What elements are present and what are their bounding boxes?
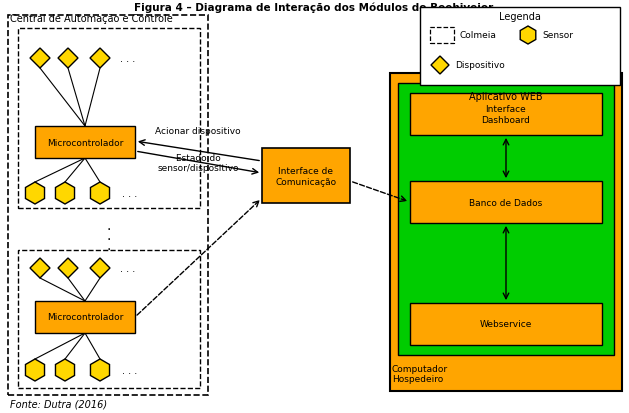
Text: Interface
Dashboard: Interface Dashboard bbox=[482, 105, 530, 124]
Text: Central de Automação e Controle: Central de Automação e Controle bbox=[10, 14, 173, 24]
Text: Interface de
Comunicação: Interface de Comunicação bbox=[276, 167, 337, 186]
Bar bbox=[35, 301, 135, 333]
Text: Colmeia: Colmeia bbox=[460, 31, 497, 40]
Bar bbox=[410, 303, 602, 345]
Text: Webservice: Webservice bbox=[480, 320, 532, 329]
Polygon shape bbox=[55, 183, 74, 204]
Bar bbox=[430, 28, 454, 44]
Text: Acionar dispositivo: Acionar dispositivo bbox=[155, 127, 241, 136]
Text: Aplicativo WEB: Aplicativo WEB bbox=[469, 92, 543, 102]
Bar bbox=[18, 29, 200, 209]
Polygon shape bbox=[58, 49, 78, 69]
Text: . . .: . . . bbox=[120, 263, 136, 273]
Polygon shape bbox=[90, 49, 110, 69]
Polygon shape bbox=[25, 359, 45, 381]
Bar bbox=[398, 84, 614, 355]
Polygon shape bbox=[520, 27, 536, 45]
Bar bbox=[8, 16, 208, 395]
Text: . . .: . . . bbox=[123, 365, 138, 375]
Bar bbox=[390, 74, 622, 391]
Text: Estado do
sensor/dispositivo: Estado do sensor/dispositivo bbox=[157, 154, 239, 173]
Polygon shape bbox=[90, 259, 110, 278]
Text: . . .: . . . bbox=[123, 189, 138, 199]
Polygon shape bbox=[91, 183, 109, 204]
Bar bbox=[420, 8, 620, 86]
Text: Microcontrolador: Microcontrolador bbox=[47, 138, 123, 147]
Text: Banco de Dados: Banco de Dados bbox=[469, 198, 543, 207]
Polygon shape bbox=[30, 49, 50, 69]
Text: Fonte: Dutra (2016): Fonte: Dutra (2016) bbox=[10, 399, 107, 409]
Text: Computador
Hospedeiro: Computador Hospedeiro bbox=[392, 364, 448, 383]
Text: Figura 4 – Diagrama de Interação dos Módulos do Beehiveior: Figura 4 – Diagrama de Interação dos Mód… bbox=[135, 2, 494, 12]
Text: Legenda: Legenda bbox=[499, 12, 541, 22]
Text: Dispositivo: Dispositivo bbox=[455, 62, 504, 70]
Text: .: . bbox=[107, 218, 111, 233]
Text: Microcontrolador: Microcontrolador bbox=[47, 313, 123, 322]
Bar bbox=[410, 94, 602, 136]
Text: . . .: . . . bbox=[120, 54, 136, 64]
Polygon shape bbox=[91, 359, 109, 381]
Text: .: . bbox=[107, 228, 111, 242]
Bar bbox=[35, 127, 135, 159]
Polygon shape bbox=[55, 359, 74, 381]
Bar bbox=[262, 149, 350, 204]
Bar bbox=[18, 250, 200, 388]
Polygon shape bbox=[25, 183, 45, 204]
Bar bbox=[410, 182, 602, 223]
Polygon shape bbox=[30, 259, 50, 278]
Polygon shape bbox=[58, 259, 78, 278]
Text: .: . bbox=[107, 238, 111, 252]
Text: Sensor: Sensor bbox=[542, 31, 573, 40]
Polygon shape bbox=[431, 57, 449, 75]
